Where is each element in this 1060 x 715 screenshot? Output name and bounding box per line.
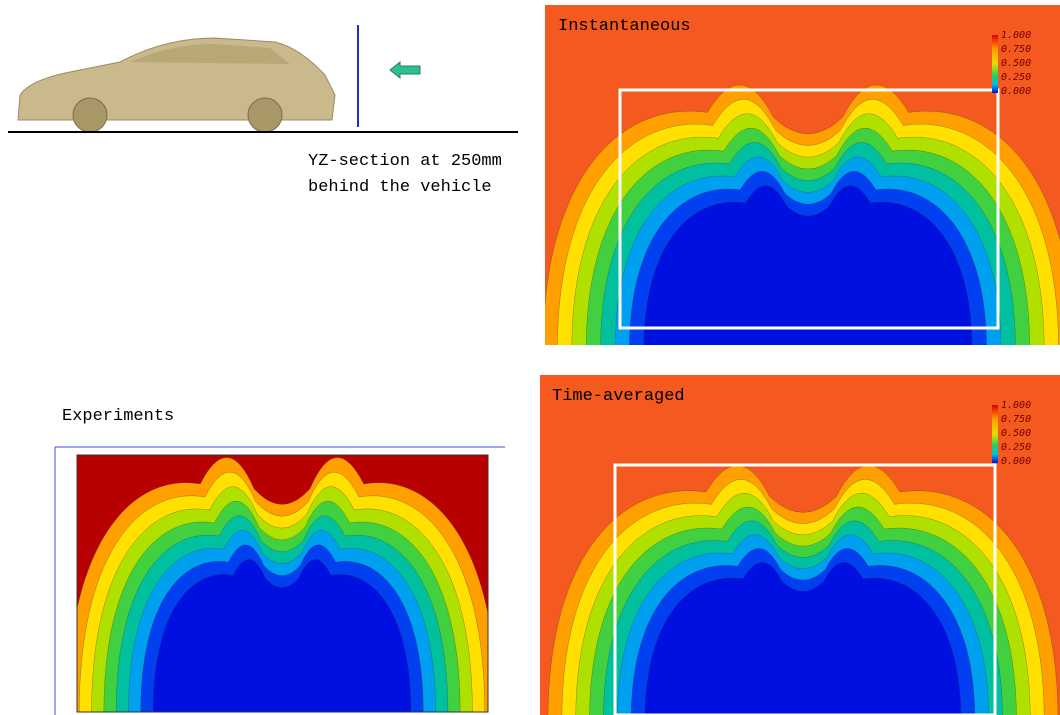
colorbar-label: 0.000 <box>1001 86 1031 97</box>
car <box>18 38 335 132</box>
figure: YZ-section at 250mm behind the vehicle I… <box>0 0 1060 715</box>
colorbar-label: 0.250 <box>1001 442 1031 453</box>
colorbar-label: 0.750 <box>1001 414 1031 425</box>
panel-title: Experiments <box>62 407 174 426</box>
panel-title: Time-averaged <box>552 387 685 406</box>
colorbar <box>992 35 998 93</box>
colorbar-label: 0.500 <box>1001 428 1031 439</box>
time-averaged-plot <box>540 375 1060 715</box>
flow-arrow <box>390 62 420 78</box>
colorbar-label: 0.500 <box>1001 58 1031 69</box>
colorbar <box>992 405 998 463</box>
colorbar-label: 0.000 <box>1001 456 1031 467</box>
colorbar-label: 1.000 <box>1001 30 1031 41</box>
colorbar-label: 0.750 <box>1001 44 1031 55</box>
section-label: YZ-section at 250mm <box>308 152 502 171</box>
colorbar-label: 1.000 <box>1001 400 1031 411</box>
colorbar-label: 0.250 <box>1001 72 1031 83</box>
section-label: behind the vehicle <box>308 178 492 197</box>
panel-title: Instantaneous <box>558 17 691 36</box>
experiments-plot <box>67 455 497 712</box>
